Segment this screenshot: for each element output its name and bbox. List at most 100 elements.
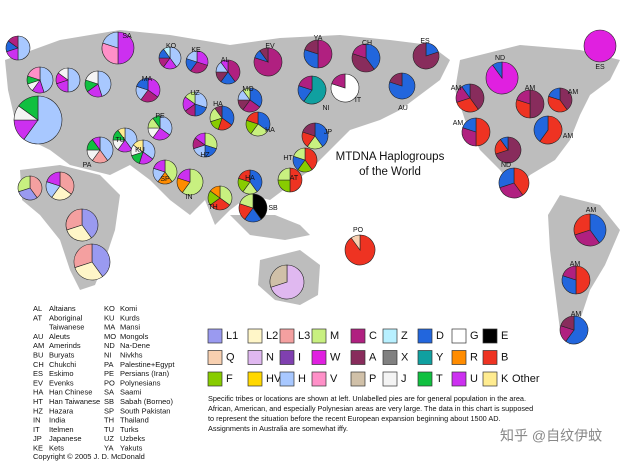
pie-label: AL	[221, 57, 230, 64]
pie-slice	[99, 136, 114, 161]
abbr-code: HA	[33, 388, 43, 397]
legend-label: E	[501, 330, 508, 342]
pie-slice	[117, 31, 135, 65]
pie-slice	[66, 224, 92, 242]
abbr-code: PA	[104, 360, 113, 369]
pie-slice	[257, 111, 271, 132]
abbr-name: Eskimo	[49, 369, 74, 378]
legend-swatch	[417, 371, 433, 387]
abbr-name: Itelmen	[49, 425, 74, 434]
pie-slice	[298, 75, 313, 91]
legend-swatch	[451, 328, 467, 344]
pie	[559, 315, 589, 345]
pie-slice	[117, 127, 126, 141]
legend-label: F	[226, 373, 233, 385]
pie-slice	[65, 208, 83, 231]
pie-slice	[277, 167, 291, 181]
pie	[533, 115, 563, 145]
abbr-code: AU	[33, 332, 43, 341]
abbr-name: Uzbeks	[120, 434, 145, 443]
pie-slice	[461, 83, 471, 99]
pie-slice	[184, 91, 196, 105]
abbr-name: Persians (Iran)	[120, 369, 170, 378]
legend-swatch	[207, 350, 223, 365]
pie	[45, 171, 75, 201]
pie	[515, 89, 545, 119]
pie-slice	[533, 115, 549, 142]
pie	[494, 136, 522, 164]
pie-slice	[177, 168, 191, 183]
legend-label: L2	[266, 330, 278, 342]
pie	[192, 132, 218, 158]
pie-slice	[289, 167, 303, 193]
pie-slice	[293, 147, 306, 161]
abbr-name: Thailand	[120, 416, 149, 425]
pie-slice	[220, 59, 229, 73]
pie-slice	[412, 42, 440, 70]
pie-slice	[181, 168, 204, 196]
pie-label: IT	[355, 97, 362, 104]
pie	[182, 91, 208, 117]
legend-label: Q	[226, 351, 235, 363]
pie-slice	[227, 59, 241, 83]
pie-slice	[565, 315, 589, 345]
pie	[245, 111, 271, 137]
abbr-name: Polynesians	[120, 378, 161, 387]
legend-swatch	[382, 328, 398, 344]
pie	[5, 35, 31, 61]
pie-slice	[350, 234, 361, 251]
pie	[84, 70, 112, 98]
abbr-code: CH	[33, 360, 44, 369]
pie-label: CH	[362, 40, 372, 47]
watermark: 知乎 @自纹伊蚊	[500, 428, 602, 444]
pie-label: HA	[245, 175, 255, 182]
pie	[498, 167, 530, 199]
pie-label: AM	[570, 261, 581, 268]
abbr-name: Evenks	[49, 378, 74, 387]
abbr-name: Taiwanese	[49, 323, 84, 332]
legend-label: HV	[266, 373, 282, 385]
abbr-name: Han Chinese	[49, 388, 92, 397]
pie	[297, 75, 327, 105]
pie-label: UZ	[190, 90, 200, 97]
pie-slice	[562, 265, 577, 281]
pie	[292, 147, 318, 173]
legend-label: N	[266, 351, 274, 363]
pie-slice	[186, 50, 198, 63]
pie-slice	[152, 115, 161, 129]
note: African, American, and especially Polyne…	[208, 404, 533, 413]
pie-label: IN	[186, 194, 193, 201]
legend-label: G	[470, 330, 479, 342]
pie-slice	[238, 169, 251, 183]
abbr-code: IT	[33, 425, 40, 434]
abbr-code: UZ	[104, 434, 114, 443]
abbr-name: South Pakistan	[120, 406, 170, 415]
abbr-name: Na-Dene	[120, 341, 150, 350]
legend-swatch	[417, 328, 433, 344]
pie-slice	[219, 185, 233, 206]
pie-label: ND	[495, 55, 505, 62]
legend-swatch	[350, 328, 366, 344]
legend-label: Y	[436, 351, 444, 363]
pie-label: AU	[398, 105, 408, 112]
pie-slice	[159, 115, 173, 136]
pie-slice	[97, 70, 112, 97]
pie-label: AT	[290, 175, 299, 182]
abbr-name: Han Taiwanese	[49, 397, 100, 406]
pie-slice	[249, 87, 263, 108]
pie	[185, 50, 209, 74]
abbr-code: AL	[33, 304, 42, 313]
pie-label: KE	[191, 47, 201, 54]
note: Specific tribes or locations are shown a…	[208, 394, 526, 403]
pie-slice	[252, 193, 268, 220]
pie-slice	[589, 213, 607, 244]
legend-label: V	[330, 373, 338, 385]
abbr-code: KO	[104, 304, 115, 313]
pie-label: ND	[501, 162, 511, 169]
pie-slice	[85, 70, 99, 85]
legend-label: P	[369, 373, 376, 385]
pie-slice	[74, 261, 103, 281]
pie	[152, 159, 178, 185]
pie-slice	[516, 89, 531, 105]
